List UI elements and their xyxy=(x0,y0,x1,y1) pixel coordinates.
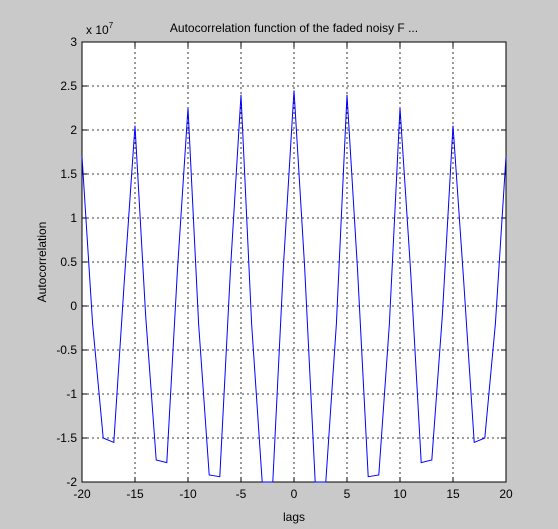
y-tick-label: 3 xyxy=(70,35,77,49)
series-lines xyxy=(81,90,507,483)
grid-lines xyxy=(82,42,506,482)
y-tick-label: 0.5 xyxy=(60,255,77,269)
x-tick-marks xyxy=(81,42,507,482)
y-tick-label: -1.5 xyxy=(56,431,77,445)
y-exponent-power: 7 xyxy=(109,21,114,30)
x-tick-label: -5 xyxy=(236,487,247,501)
x-tick-label: -20 xyxy=(73,487,91,501)
y-tick-label: -2 xyxy=(66,475,77,489)
y-tick-label: 1 xyxy=(70,211,77,225)
x-tick-label: -10 xyxy=(179,487,197,501)
y-exponent-label: x 107 xyxy=(86,21,114,37)
y-tick-labels: -2 -1.5 -1 -0.5 0 0.5 1 1.5 2 2.5 3 xyxy=(56,35,77,489)
x-tick-labels: -20 -15 -10 -5 0 5 10 15 20 xyxy=(73,487,513,501)
x-tick-label: 10 xyxy=(393,487,407,501)
y-tick-label: 0 xyxy=(70,299,77,313)
series-line xyxy=(81,90,507,483)
y-tick-label: 1.5 xyxy=(60,167,77,181)
x-tick-label: 0 xyxy=(291,487,298,501)
y-tick-label: -0.5 xyxy=(56,343,77,357)
x-tick-label: 5 xyxy=(344,487,351,501)
y-tick-label: -1 xyxy=(66,387,77,401)
y-tick-marks xyxy=(82,41,506,483)
y-tick-label: 2.5 xyxy=(60,79,77,93)
x-tick-label: 20 xyxy=(499,487,513,501)
x-tick-label: -15 xyxy=(126,487,144,501)
chart-title: Autocorrelation function of the faded no… xyxy=(170,21,418,35)
y-axis-label: Autocorrelation xyxy=(35,222,49,303)
x-axis-label: lags xyxy=(283,510,305,524)
y-exponent-base: x 10 xyxy=(86,23,109,37)
x-tick-label: 15 xyxy=(446,487,460,501)
y-tick-label: 2 xyxy=(70,123,77,137)
